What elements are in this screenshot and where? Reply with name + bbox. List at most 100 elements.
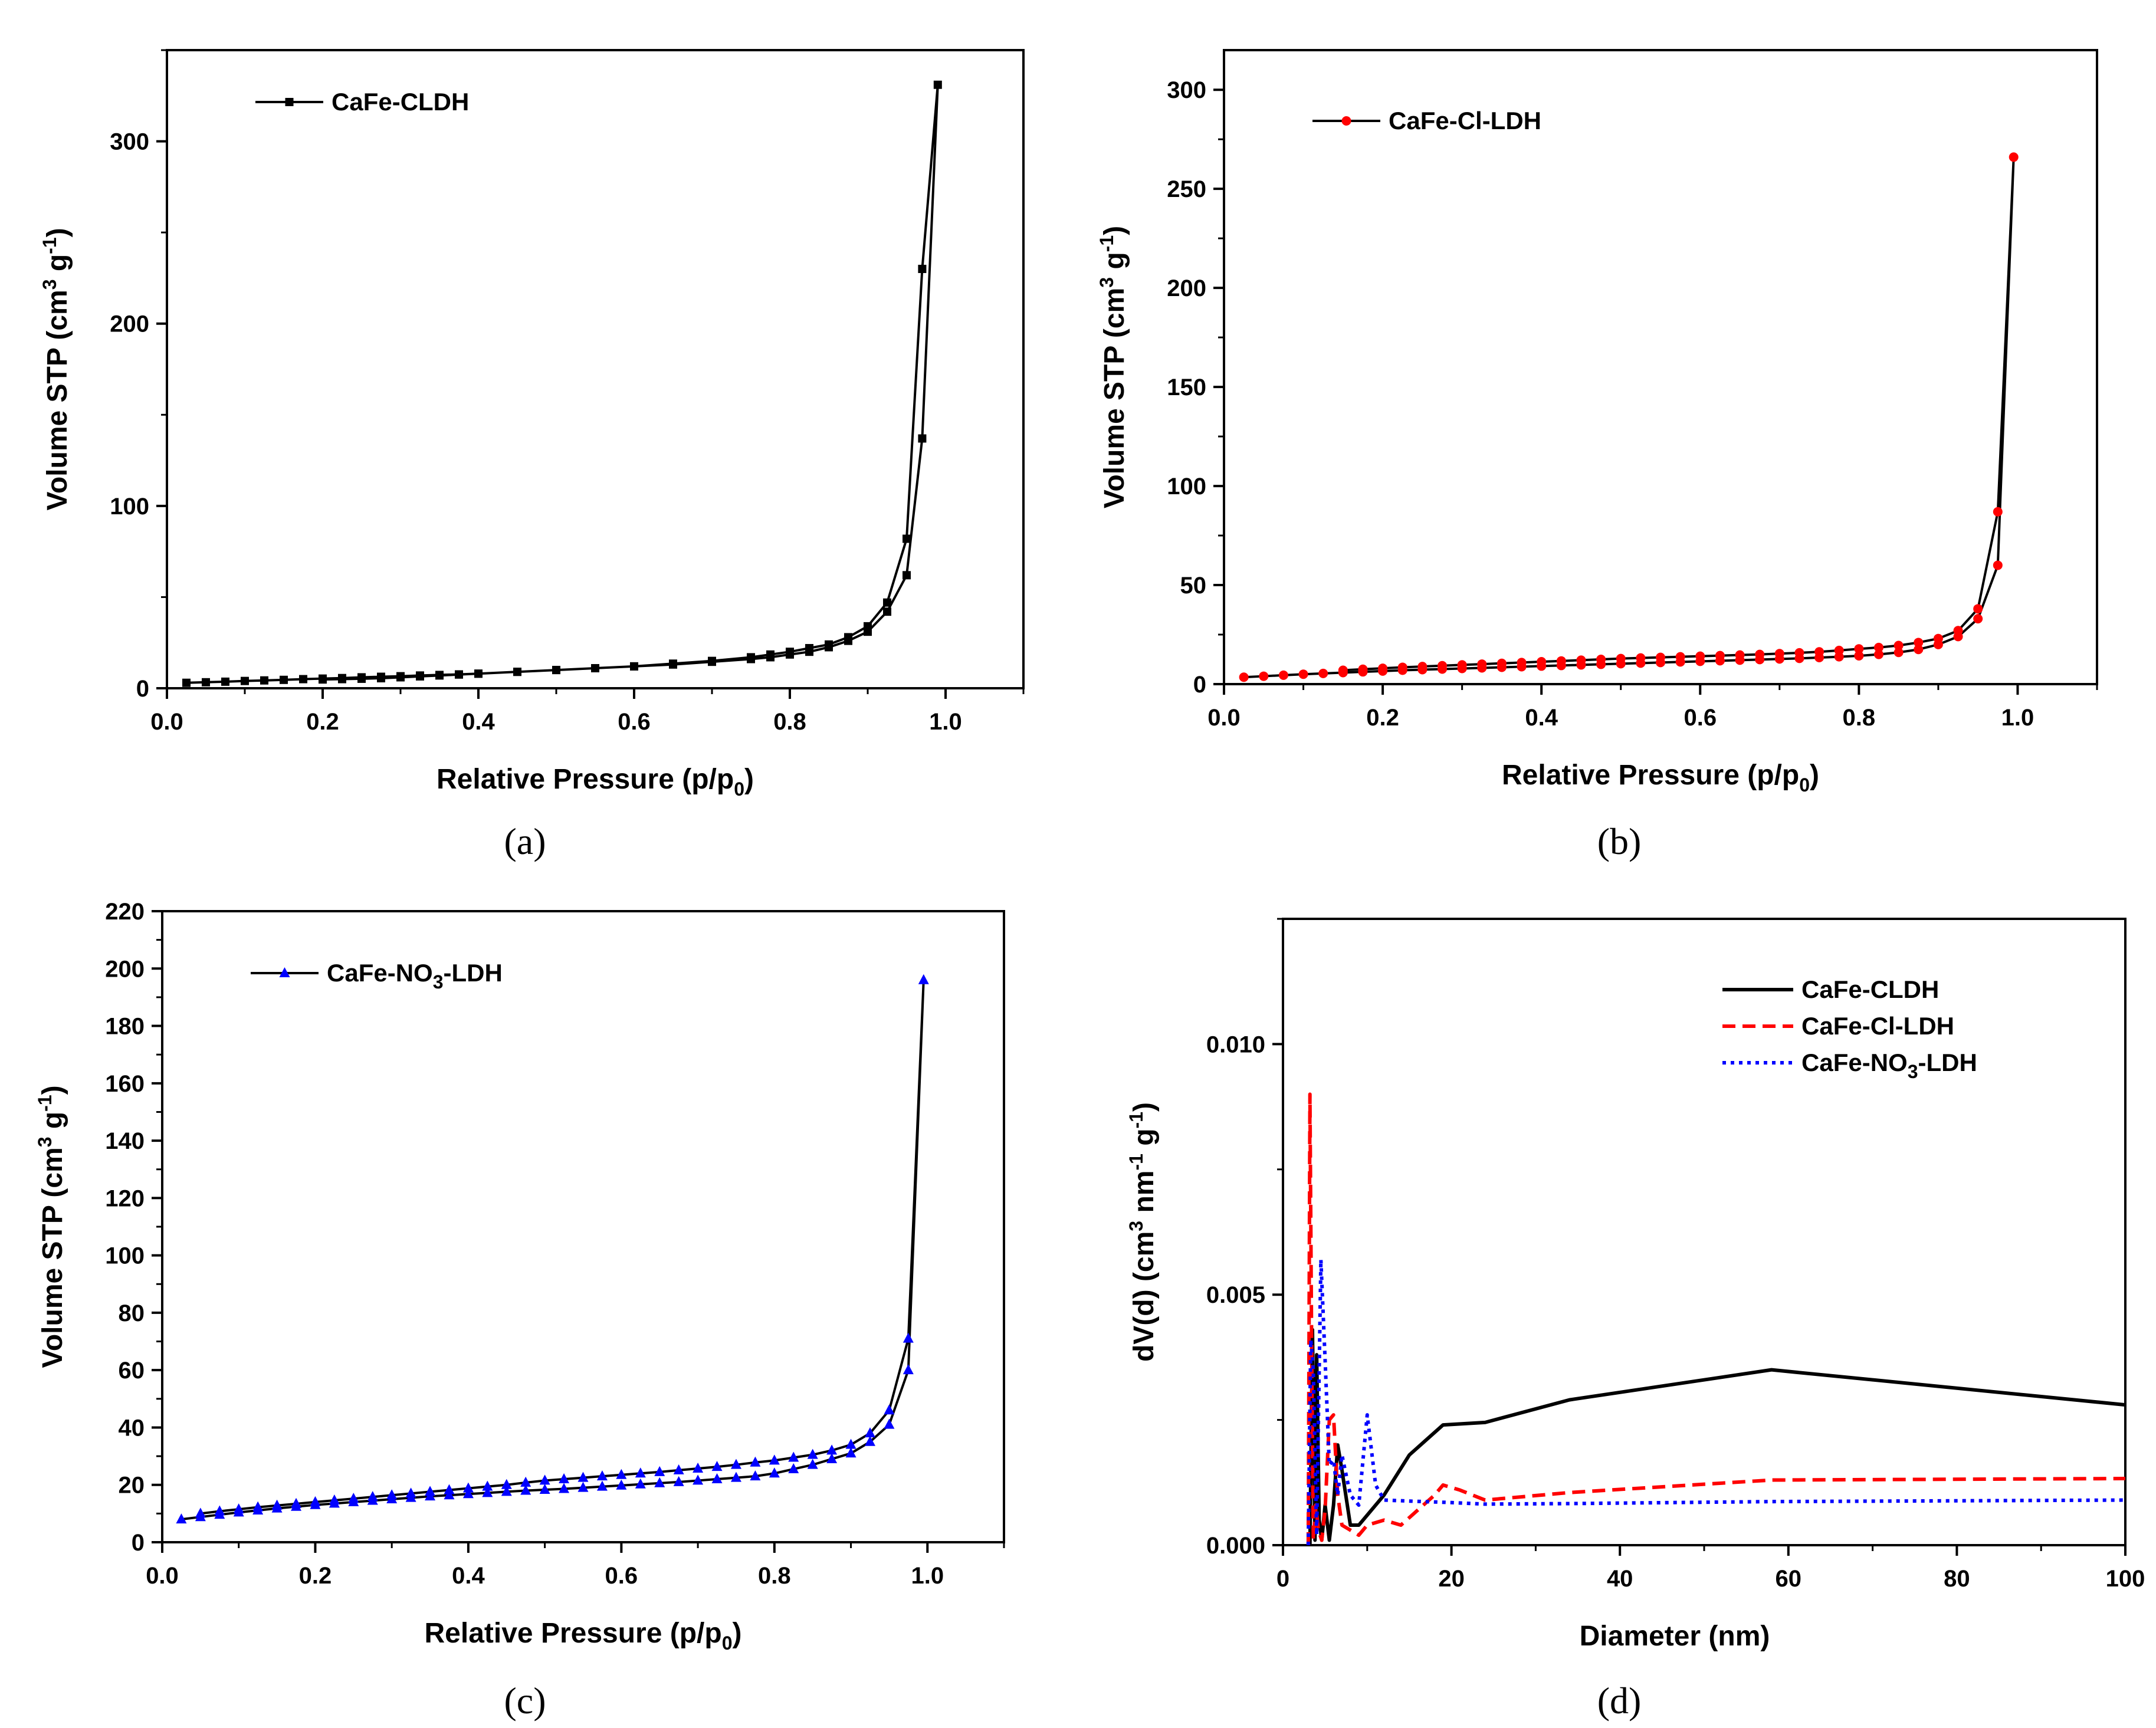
legend-marker <box>285 98 294 106</box>
series-line <box>1243 156 2015 679</box>
data-point <box>260 676 268 685</box>
y-tick-label: 0 <box>132 1530 145 1556</box>
data-point <box>1675 652 1685 662</box>
data-point <box>1497 658 1507 668</box>
data-point <box>654 1477 665 1487</box>
panel-c-isotherm: 0.0 0.2 0.4 0.6 0.8 1.0 0 20 40 60 80 100 120 140 160 1… <box>34 899 1005 1654</box>
data-point <box>693 1474 704 1485</box>
data-point <box>299 675 307 684</box>
data-point <box>1318 668 1328 678</box>
data-point <box>552 666 560 675</box>
data-point <box>416 672 424 681</box>
data-point <box>462 1482 474 1493</box>
panel-b-isotherm: 0.0 0.2 0.4 0.6 0.8 1.0 0 50 100 150 200 250 300 Rela… <box>1096 49 2098 796</box>
data-point <box>807 1448 818 1459</box>
data-point <box>1993 507 2003 517</box>
x-tick-label: 1.0 <box>929 709 962 735</box>
data-point <box>539 1474 550 1485</box>
data-point <box>596 1470 608 1481</box>
data-point <box>903 571 911 580</box>
data-point <box>405 1487 416 1498</box>
x-tick-label: 0 <box>1276 1566 1289 1592</box>
x-tick-label: 1.0 <box>2001 705 2034 731</box>
data-point <box>338 675 346 684</box>
legend-label: CaFe-NO3-LDH <box>1801 1049 1977 1082</box>
y-tick-label: 50 <box>1180 573 1207 599</box>
data-point <box>501 1479 512 1489</box>
series-line <box>186 83 939 684</box>
x-tick-label: 0.4 <box>1525 705 1558 731</box>
data-point <box>241 676 249 685</box>
data-point <box>596 1480 608 1491</box>
y-tick-label: 0.000 <box>1206 1533 1265 1559</box>
data-point <box>1894 640 1904 651</box>
data-point <box>501 1486 512 1496</box>
data-point <box>1933 633 1943 643</box>
series-line <box>1308 1328 2126 1546</box>
data-point <box>1616 653 1626 663</box>
data-point <box>214 1505 225 1516</box>
legend-label: CaFe-NO3-LDH <box>327 959 503 993</box>
data-point <box>1397 662 1407 672</box>
x-tick-label: 0.4 <box>452 1563 485 1589</box>
data-point <box>1338 665 1348 675</box>
data-point <box>933 80 942 89</box>
y-tick-label: 100 <box>105 1243 145 1269</box>
y-tick-label: 120 <box>105 1185 145 1211</box>
data-point <box>750 1456 761 1467</box>
y-tick-label: 0.005 <box>1206 1282 1265 1308</box>
y-axis-title: Volume STP (cm3 g-1) <box>34 1085 68 1368</box>
y-tick-label: 60 <box>119 1358 145 1384</box>
data-point <box>845 1438 857 1449</box>
data-point <box>1358 664 1368 674</box>
data-point <box>693 1463 704 1473</box>
data-point <box>577 1481 589 1492</box>
x-tick-label: 0.8 <box>1843 705 1876 731</box>
data-point <box>1834 645 1844 655</box>
x-tick-label: 0.8 <box>773 709 806 735</box>
data-point <box>1794 648 1804 658</box>
data-point <box>673 1476 684 1486</box>
data-point <box>826 1453 838 1463</box>
data-point <box>903 534 911 543</box>
y-tick-label: 200 <box>1167 275 1206 301</box>
data-point <box>884 1418 895 1429</box>
panel-label-b: (b) <box>1597 820 1642 862</box>
data-point <box>1874 642 1883 652</box>
data-point <box>520 1484 531 1495</box>
data-point <box>195 1507 206 1518</box>
data-point <box>357 674 366 683</box>
panel-label-c: (c) <box>504 1680 546 1722</box>
data-point <box>1298 669 1308 679</box>
data-point <box>1854 651 1864 661</box>
x-axis-title: Relative Pressure (p/p0) <box>425 1618 742 1654</box>
data-point <box>1854 644 1864 654</box>
x-tick-label: 0.8 <box>758 1563 791 1589</box>
data-point <box>747 653 755 662</box>
data-point <box>1953 626 1963 636</box>
data-point <box>474 669 483 678</box>
data-point <box>918 974 929 984</box>
y-tick-label: 40 <box>119 1415 145 1441</box>
legend-label: CaFe-CLDH <box>332 88 469 116</box>
data-point <box>577 1471 589 1482</box>
y-tick-label: 20 <box>119 1473 145 1499</box>
x-tick-label: 0.6 <box>1684 705 1717 731</box>
data-point <box>1636 653 1646 663</box>
y-tick-label: 160 <box>105 1071 145 1097</box>
plot-frame <box>161 910 1005 1543</box>
y-tick-label: 200 <box>110 311 149 337</box>
plot-frame <box>166 49 1025 689</box>
data-point <box>386 1489 398 1500</box>
data-point <box>807 1458 818 1469</box>
data-point <box>1239 672 1249 682</box>
y-tick-label: 140 <box>105 1128 145 1154</box>
data-point <box>425 1486 436 1496</box>
x-tick-label: 60 <box>1776 1566 1802 1592</box>
data-point <box>805 643 813 652</box>
data-point <box>1695 651 1705 661</box>
x-tick-label: 0.2 <box>306 709 339 735</box>
data-point <box>918 264 927 273</box>
data-point <box>444 1489 455 1500</box>
panel-d-pore-distribution: 0 20 40 60 80 100 0.000 0.005 0.010 Diameter (nm)… <box>1125 918 2145 1652</box>
